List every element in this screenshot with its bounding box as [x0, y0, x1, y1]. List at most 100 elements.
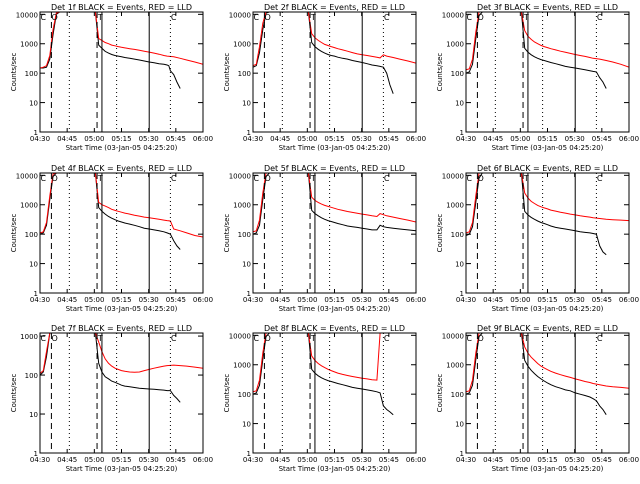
x-tick-label: 05:00 — [297, 456, 317, 464]
panel-5: C O T C04:30 04:45 05:00 05:15 05:30 05:45 06:001… — [223, 164, 426, 313]
x-tick-label: 04:30 — [456, 456, 476, 464]
marker-letter: T — [523, 13, 529, 22]
y-tick-label: 1 — [247, 450, 251, 458]
x-axis-label: Start Time (03-Jan-05 04:25:20) — [279, 144, 391, 152]
panel-frame — [39, 172, 204, 294]
panel-title: Det 4f BLACK = Events, RED = LLD — [51, 164, 192, 173]
x-tick-label: 04:30 — [30, 456, 50, 464]
series-events-line — [466, 333, 607, 415]
panel-title: Det 8f BLACK = Events, RED = LLD — [264, 324, 405, 333]
y-tick-label: 100 — [238, 391, 251, 399]
panel-title: Det 1f BLACK = Events, RED = LLD — [51, 3, 192, 12]
y-tick-label: 1000 — [446, 41, 464, 49]
x-tick-label: 06:00 — [619, 296, 639, 304]
y-tick-label: 10 — [455, 421, 464, 429]
x-tick-label: 06:00 — [619, 135, 639, 143]
y-tick-label: 10 — [29, 261, 38, 269]
panel-frame — [465, 11, 630, 133]
x-tick-label: 04:45 — [483, 135, 503, 143]
x-tick-label: 05:15 — [537, 456, 557, 464]
x-tick-label: 06:00 — [406, 456, 426, 464]
x-axis-label: Start Time (03-Jan-05 04:25:20) — [492, 144, 604, 152]
series-lld-line — [466, 12, 629, 71]
panel-8: C O T C04:30 04:45 05:00 05:15 05:30 05:45 06:001… — [223, 324, 426, 473]
y-tick-label: 1 — [247, 290, 251, 298]
x-tick-label: 04:45 — [270, 135, 290, 143]
y-tick-label: 10000 — [229, 172, 251, 180]
x-tick-label: 05:30 — [139, 135, 159, 143]
series-events-line — [253, 12, 394, 94]
x-axis-label: Start Time (03-Jan-05 04:25:20) — [66, 465, 178, 473]
series-lld-line — [40, 333, 203, 374]
y-tick-label: 10 — [29, 100, 38, 108]
marker-letter: O — [52, 334, 58, 343]
x-tick-label: 05:30 — [565, 135, 585, 143]
y-tick-label: 10000 — [442, 332, 464, 340]
series-lld-line — [466, 173, 629, 234]
panel-3: C O T C04:30 04:45 05:00 05:15 05:30 05:45 06:001… — [436, 3, 639, 152]
x-tick-label: 04:30 — [243, 135, 263, 143]
x-axis-label: Start Time (03-Jan-05 04:25:20) — [279, 305, 391, 313]
x-axis-label: Start Time (03-Jan-05 04:25:20) — [492, 305, 604, 313]
x-tick-label: 05:00 — [84, 456, 104, 464]
marker-letter: C — [384, 174, 390, 183]
x-tick-label: 04:45 — [270, 456, 290, 464]
marker-letter: C — [171, 174, 177, 183]
x-tick-label: 05:30 — [352, 296, 372, 304]
x-tick-label: 06:00 — [406, 135, 426, 143]
panel-6: C O T C04:30 04:45 05:00 05:15 05:30 05:45 06:001… — [436, 164, 639, 313]
x-tick-label: 05:45 — [166, 456, 186, 464]
series-events-line — [253, 173, 416, 235]
x-tick-label: 05:15 — [324, 456, 344, 464]
series-events-line — [253, 333, 394, 416]
x-tick-label: 06:00 — [193, 456, 213, 464]
series-events-line — [40, 333, 181, 403]
y-tick-label: 1 — [460, 290, 464, 298]
x-tick-label: 05:15 — [324, 135, 344, 143]
marker-letter: C — [171, 13, 177, 22]
marker-letter: C — [40, 334, 46, 343]
marker-letter: T — [523, 334, 529, 343]
x-tick-label: 05:45 — [379, 456, 399, 464]
marker-letter: C — [597, 174, 603, 183]
series-events-line — [466, 12, 607, 89]
y-tick-label: 1000 — [20, 41, 38, 49]
x-tick-label: 04:30 — [30, 296, 50, 304]
marker-letter: C — [466, 334, 472, 343]
x-tick-label: 05:15 — [537, 296, 557, 304]
y-tick-label: 1 — [247, 129, 251, 137]
marker-letter: C — [253, 13, 259, 22]
marker-letter: C — [253, 174, 259, 183]
y-axis-label: Counts/sec — [223, 53, 231, 92]
y-tick-label: 100 — [238, 231, 251, 239]
marker-letter: O — [265, 13, 271, 22]
y-axis-label: Counts/sec — [436, 374, 444, 413]
panel-frame — [39, 11, 204, 133]
marker-letter: O — [265, 334, 271, 343]
panel-frame — [252, 172, 417, 294]
x-tick-label: 05:30 — [352, 135, 372, 143]
marker-letter: C — [40, 174, 46, 183]
panel-9: C O T C04:30 04:45 05:00 05:15 05:30 05:45 06:001… — [436, 324, 639, 473]
series-lld-line — [253, 173, 416, 233]
x-tick-label: 05:45 — [379, 296, 399, 304]
x-tick-label: 04:45 — [57, 296, 77, 304]
series-events-line — [40, 12, 181, 89]
y-tick-label: 1 — [34, 129, 38, 137]
marker-letter: T — [523, 174, 529, 183]
marker-letter: C — [40, 13, 46, 22]
x-axis-label: Start Time (03-Jan-05 04:25:20) — [66, 144, 178, 152]
y-tick-label: 1 — [460, 450, 464, 458]
marker-letter: O — [265, 174, 271, 183]
marker-letter: O — [52, 174, 58, 183]
panel-7: C O T C04:30 04:45 05:00 05:15 05:30 05:45 06:001… — [10, 324, 213, 473]
x-tick-label: 05:00 — [84, 135, 104, 143]
x-tick-label: 04:45 — [270, 296, 290, 304]
y-tick-label: 10000 — [229, 332, 251, 340]
y-tick-label: 100 — [238, 70, 251, 78]
y-tick-label: 10 — [242, 421, 251, 429]
x-tick-label: 05:00 — [297, 296, 317, 304]
y-axis-label: Counts/sec — [436, 53, 444, 92]
marker-letter: C — [597, 334, 603, 343]
